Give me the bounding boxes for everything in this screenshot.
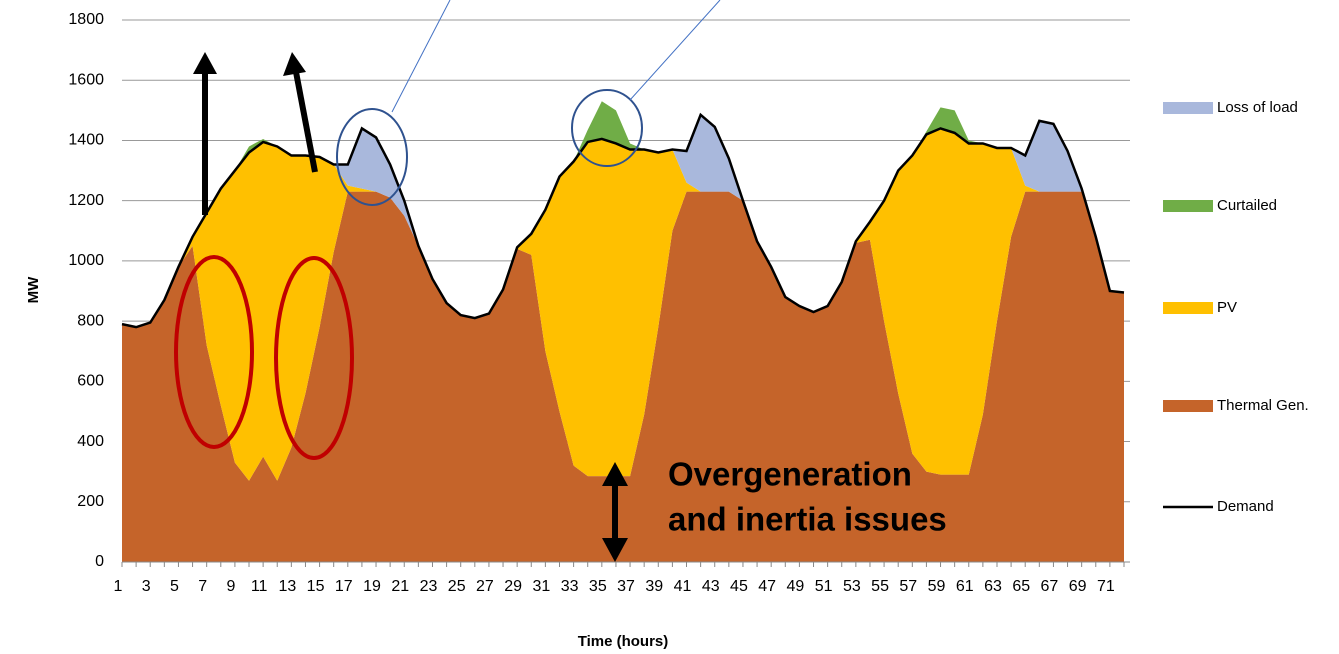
x-tick-label: 43 bbox=[702, 578, 720, 595]
highlight-circle bbox=[571, 89, 643, 167]
x-tick-label: 61 bbox=[956, 578, 974, 595]
y-tick-label: 1200 bbox=[68, 192, 104, 209]
x-tick-label: 9 bbox=[226, 578, 235, 595]
x-tick-label: 17 bbox=[335, 578, 353, 595]
x-tick-label: 69 bbox=[1069, 578, 1087, 595]
x-tick-label: 31 bbox=[532, 578, 550, 595]
arrow bbox=[293, 71, 318, 173]
x-tick-label: 49 bbox=[787, 578, 805, 595]
y-tick-label: 1800 bbox=[68, 11, 104, 28]
x-tick-label: 15 bbox=[307, 578, 325, 595]
callout-line bbox=[629, 0, 721, 101]
legend-swatch bbox=[1163, 302, 1213, 314]
annotation: Overgeneration bbox=[668, 456, 912, 493]
legend-swatch bbox=[1163, 400, 1213, 412]
x-tick-label: 53 bbox=[843, 578, 861, 595]
x-tick-label: 11 bbox=[251, 578, 268, 595]
x-tick-label: 25 bbox=[448, 578, 466, 595]
highlight-ellipse bbox=[174, 255, 254, 449]
x-tick-label: 37 bbox=[617, 578, 635, 595]
highlight-circle bbox=[336, 108, 408, 206]
legend-swatch bbox=[1163, 102, 1213, 114]
legend-label: Loss of load bbox=[1217, 99, 1298, 116]
x-tick-label: 19 bbox=[363, 578, 381, 595]
x-tick-label: 41 bbox=[674, 578, 692, 595]
x-tick-label: 23 bbox=[420, 578, 438, 595]
x-tick-label: 3 bbox=[142, 578, 151, 595]
x-tick-label: 1 bbox=[114, 578, 123, 595]
legend-label: Demand bbox=[1217, 498, 1274, 515]
x-tick-label: 21 bbox=[391, 578, 409, 595]
x-tick-label: 63 bbox=[984, 578, 1002, 595]
x-tick-label: 51 bbox=[815, 578, 833, 595]
y-tick-label: 200 bbox=[77, 493, 104, 510]
legend-label: PV bbox=[1217, 299, 1237, 316]
x-tick-label: 5 bbox=[170, 578, 179, 595]
x-tick-label: 7 bbox=[198, 578, 207, 595]
x-tick-label: 59 bbox=[928, 578, 946, 595]
legend-label: Thermal Gen. bbox=[1217, 397, 1309, 414]
x-tick-label: 39 bbox=[645, 578, 663, 595]
arrow-head bbox=[193, 52, 217, 74]
x-tick-label: 47 bbox=[758, 578, 776, 595]
area bbox=[122, 128, 1124, 481]
y-tick-label: 1600 bbox=[68, 71, 104, 88]
y-tick-label: 400 bbox=[77, 433, 104, 450]
x-tick-label: 67 bbox=[1041, 578, 1059, 595]
arrow-head bbox=[602, 538, 628, 562]
x-tick-label: 65 bbox=[1012, 578, 1030, 595]
y-tick-label: 1000 bbox=[68, 252, 104, 269]
y-axis-label: MW bbox=[25, 276, 42, 303]
y-tick-label: 600 bbox=[77, 373, 104, 390]
x-tick-label: 71 bbox=[1097, 578, 1115, 595]
arrow-head bbox=[602, 462, 628, 486]
area bbox=[122, 191, 1124, 562]
x-tick-label: 45 bbox=[730, 578, 748, 595]
arrow-head bbox=[283, 52, 306, 76]
annotations bbox=[174, 0, 721, 562]
callout-line bbox=[391, 0, 451, 113]
x-tick-label: 33 bbox=[561, 578, 579, 595]
x-tick-label: 55 bbox=[871, 578, 889, 595]
x-tick-label: 57 bbox=[899, 578, 917, 595]
demand-line bbox=[121, 112, 1125, 329]
x-tick-label: 29 bbox=[504, 578, 522, 595]
area bbox=[122, 101, 1124, 328]
legend-swatch bbox=[1163, 200, 1213, 212]
x-tick-label: 35 bbox=[589, 578, 607, 595]
y-tick-label: 0 bbox=[95, 553, 104, 570]
highlight-ellipse bbox=[274, 256, 354, 460]
x-axis-label: Time (hours) bbox=[578, 633, 669, 650]
y-tick-label: 1400 bbox=[68, 132, 104, 149]
annotation: and inertia issues bbox=[668, 501, 947, 538]
x-tick-label: 27 bbox=[476, 578, 494, 595]
legend-label: Curtailed bbox=[1217, 197, 1277, 214]
x-tick-label: 13 bbox=[278, 578, 296, 595]
y-tick-label: 800 bbox=[77, 312, 104, 329]
